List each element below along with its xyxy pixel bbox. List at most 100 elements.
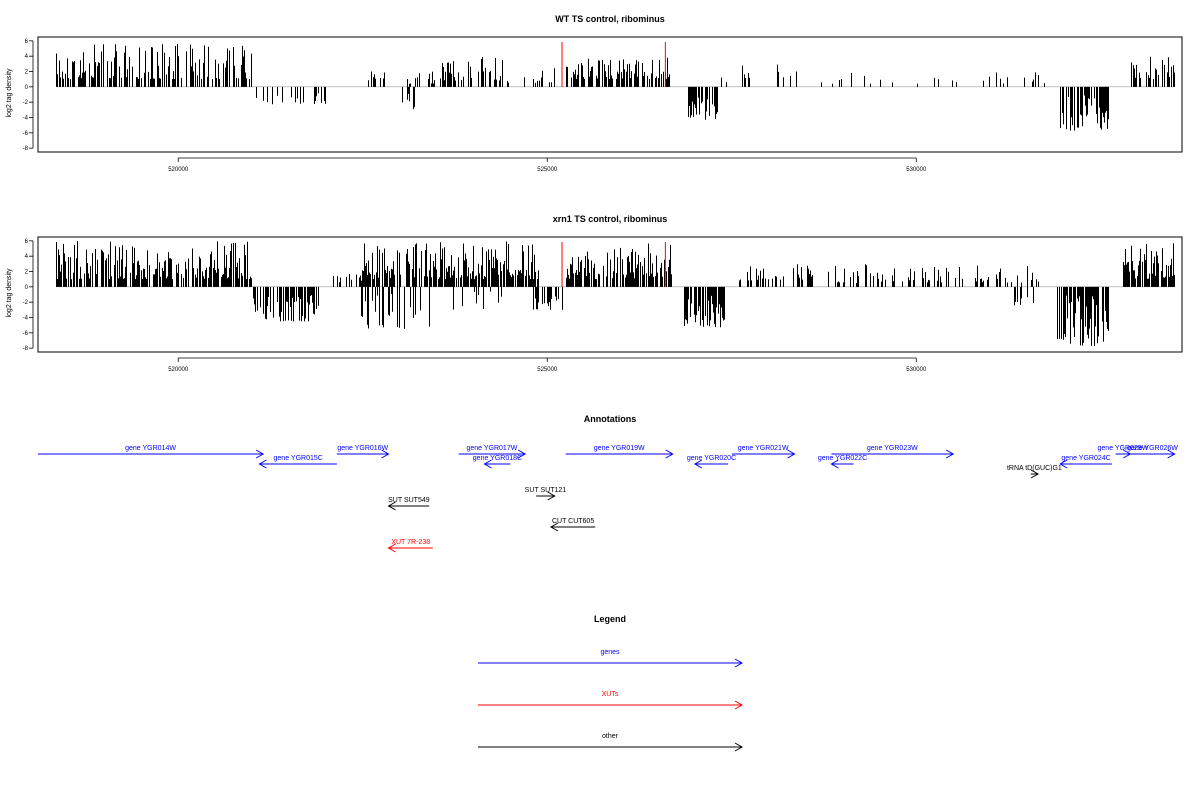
feature-arrowhead: [381, 449, 390, 459]
annotation-feature: gene YGR019W: [565, 445, 674, 459]
wt-chart-title: WT TS control, ribominus: [555, 14, 665, 24]
feature-arrowhead: [387, 501, 396, 511]
xrn1-y-axis-label: log2 tag density: [6, 268, 13, 318]
annotation-feature: gene YGR014W: [38, 445, 265, 459]
wt-y-tick-label: -6: [23, 131, 29, 137]
feature-label: gene YGR021W: [738, 445, 789, 452]
feature-label: gene YGR016W: [337, 445, 388, 452]
feature-label: gene YGR025W: [1098, 445, 1149, 452]
feature-arrowhead: [517, 449, 527, 459]
xrn1-panel: xrn1 TS control, ribominus log2 tag dens…: [6, 214, 1183, 373]
annotation-feature: gene YGR018C: [473, 455, 522, 469]
feature-label: SUT SUT121: [525, 487, 567, 494]
feature-label: gene YGR023W: [867, 445, 918, 452]
annotation-feature: gene YGR020C: [687, 455, 736, 469]
annotation-feature: SUT SUT549: [387, 497, 430, 511]
xrn1-chart-title: xrn1 TS control, ribominus: [553, 214, 668, 224]
legend-item: XUTs: [478, 691, 744, 710]
wt-bars: [56, 42, 1175, 131]
xrn1-y-tick-label: 6: [25, 239, 29, 245]
wt-y-tick-label: -4: [23, 116, 29, 122]
annotation-feature: gene YGR026W: [1127, 445, 1178, 459]
xrn1-y-tick-label: 2: [25, 270, 29, 276]
xrn1-x-tick-label: 520000: [168, 367, 189, 373]
xrn1-bars: [56, 241, 1175, 346]
wt-y-tick-label: 4: [25, 54, 29, 60]
feature-label: gene YGR014W: [125, 445, 176, 452]
feature-label: gene YGR022C: [818, 455, 867, 462]
feature-arrowhead: [387, 543, 396, 553]
xrn1-y-tick-label: -2: [23, 300, 29, 306]
feature-label: gene YGR018C: [473, 455, 522, 462]
feature-arrowhead: [665, 449, 674, 459]
wt-y-tick-label: 6: [25, 39, 29, 45]
annotation-feature: gene YGR017W: [458, 445, 527, 459]
wt-axes: -8 -6 -4 -2 0 2 4 6 520000 525000 530000: [23, 39, 927, 173]
feature-label: gene YGR017W: [466, 445, 517, 452]
feature-label: gene YGR019W: [594, 445, 645, 452]
annotation-feature: gene YGR015C: [258, 455, 337, 469]
feature-arrowhead: [547, 491, 556, 501]
annotation-feature: gene YGR016W: [336, 445, 390, 459]
wt-x-tick-label: 530000: [906, 167, 927, 173]
xrn1-axes: -8 -6 -4 -2 0 2 4 6 520000 525000 530000: [23, 239, 927, 373]
feature-arrowhead: [1167, 449, 1176, 459]
feature-label: tRNA tD(GUC)G1: [1007, 465, 1062, 472]
feature-arrowhead: [693, 459, 703, 469]
wt-y-tick-label: -8: [23, 146, 29, 152]
annotation-feature: gene YGR024C: [1059, 455, 1112, 469]
feature-label: gene YGR024C: [1061, 455, 1110, 462]
xrn1-y-tick-label: -4: [23, 316, 29, 322]
xrn1-y-tick-label: -6: [23, 331, 29, 337]
annotation-feature: gene YGR023W: [831, 445, 955, 459]
xrn1-y-tick-label: 0: [25, 285, 29, 291]
annotation-feature: gene YGR021W: [731, 445, 796, 459]
feature-arrowhead: [830, 459, 839, 469]
feature-arrowhead: [549, 522, 559, 532]
feature-label: gene YGR020C: [687, 455, 736, 462]
legend-arrowhead: [734, 658, 744, 668]
wt-panel: WT TS control, ribominus log2 tag densit…: [6, 14, 1183, 173]
wt-y-tick-label: 2: [25, 70, 29, 76]
wt-plot-frame: [37, 36, 1183, 153]
legend-label: XUTs: [602, 691, 619, 698]
feature-label: SUT SUT549: [388, 497, 430, 504]
annotation-feature: CUT CUT605: [549, 518, 596, 532]
legend-arrowhead: [734, 700, 744, 710]
feature-arrowhead: [483, 459, 492, 469]
legend-label: other: [602, 733, 619, 740]
feature-label: gene YGR026W: [1127, 445, 1178, 452]
annotation-features: gene YGR014W gene YGR015C gene YGR016W gene…: [38, 445, 1178, 553]
feature-label: gene YGR015C: [274, 455, 323, 462]
wt-y-tick-label: 0: [25, 85, 29, 91]
annotation-feature: gene YGR022C: [818, 455, 867, 469]
legend-items: genes XUTs other: [478, 649, 744, 752]
annotation-feature: XUT 7R-238: [387, 539, 433, 553]
legend-title: Legend: [594, 614, 626, 624]
feature-arrowhead: [945, 449, 955, 459]
xrn1-x-tick-label: 530000: [906, 367, 927, 373]
legend-arrowhead: [734, 742, 744, 752]
wt-y-axis-label: log2 tag density: [6, 68, 13, 118]
feature-arrowhead: [787, 449, 796, 459]
xrn1-y-tick-label: 4: [25, 254, 29, 260]
xrn1-y-tick-label: -8: [23, 346, 29, 352]
wt-x-tick-label: 520000: [168, 167, 189, 173]
feature-arrowhead: [258, 459, 267, 469]
feature-label: XUT 7R-238: [391, 539, 430, 546]
feature-arrowhead: [255, 449, 265, 459]
annotation-feature: SUT SUT121: [525, 487, 567, 501]
xrn1-plot-frame: [37, 236, 1183, 353]
feature-arrowhead: [1030, 469, 1040, 479]
feature-label: CUT CUT605: [552, 518, 594, 525]
wt-x-tick-label: 525000: [537, 167, 558, 173]
legend-panel: Legend genes XUTs other: [478, 614, 744, 752]
legend-item: genes: [478, 649, 744, 668]
wt-y-tick-label: -2: [23, 100, 29, 106]
feature-arrowhead: [1059, 459, 1068, 469]
annotations-title: Annotations: [584, 414, 637, 424]
xrn1-x-tick-label: 525000: [537, 367, 558, 373]
legend-label: genes: [600, 649, 620, 656]
